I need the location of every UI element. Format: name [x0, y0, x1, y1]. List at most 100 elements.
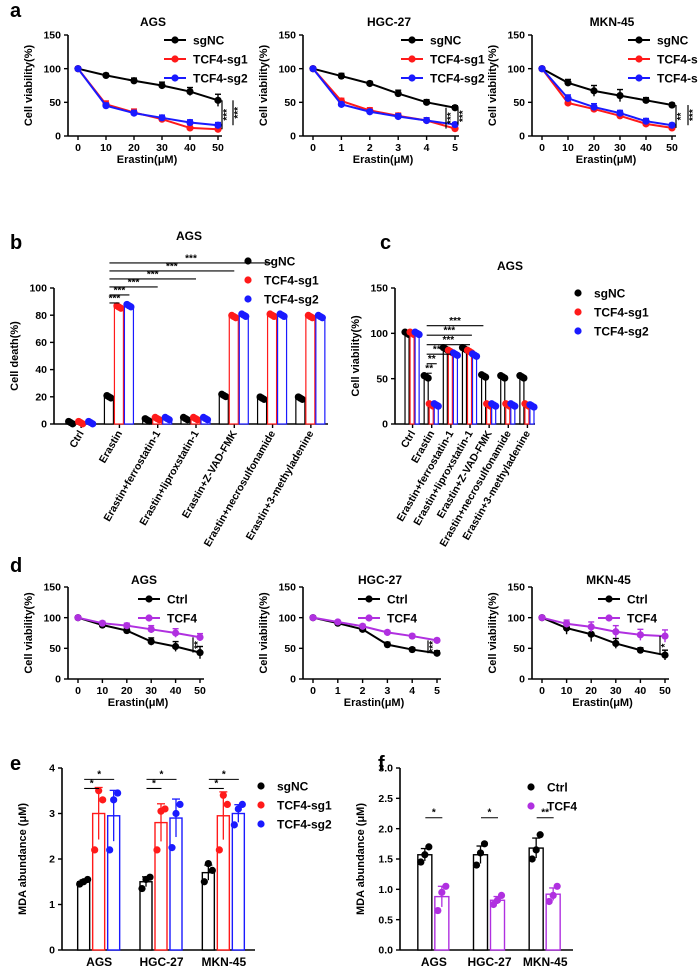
y-tick-label: 50: [49, 97, 61, 109]
x-tick-label: 20: [588, 142, 600, 154]
data-point: [564, 79, 572, 87]
data-point: [423, 98, 431, 106]
y-axis-label: Cell viability(%): [350, 315, 362, 397]
significance-label: ***: [442, 335, 454, 346]
y-tick-label: 150: [507, 582, 525, 594]
legend-label: TCF4: [387, 611, 417, 625]
panel-letter: b: [10, 232, 22, 254]
significance-label: *: [152, 778, 156, 789]
data-point: [158, 114, 166, 122]
data-point: [668, 121, 676, 129]
x-tick-label: 10: [100, 142, 112, 154]
bar-dot: [434, 402, 442, 410]
data-point: [590, 103, 598, 111]
y-tick-label: 100: [370, 328, 388, 340]
x-tick-label: 1: [335, 685, 341, 697]
bar: [276, 314, 288, 425]
legend-marker: [257, 801, 265, 809]
y-tick-label: 150: [43, 582, 61, 594]
y-tick-label: 0: [55, 131, 61, 143]
data-point: [472, 861, 481, 869]
bar-dot: [222, 393, 230, 401]
legend-label: Ctrl: [167, 592, 188, 606]
legend-marker: [605, 614, 613, 622]
data-point: [642, 96, 650, 104]
x-tick-label: 5: [452, 142, 458, 154]
chart-b: b AGS 0 20 40 60 80 100 Cell death(%) Ctrl Erastin…: [9, 229, 328, 549]
legend-label: TCF4-sg2: [193, 71, 248, 85]
y-axis-label: MDA abundance (μM): [17, 803, 29, 915]
legend-marker: [171, 55, 179, 63]
data-point: [337, 100, 345, 108]
y-tick-label: 1.5: [378, 854, 393, 866]
bar-dot: [193, 416, 202, 424]
data-point: [636, 646, 645, 654]
y-tick-label: 100: [43, 63, 61, 75]
y-tick-label: 3.0: [378, 763, 393, 775]
legend-label: sgNC: [430, 33, 462, 47]
series-line: [541, 68, 673, 129]
bar: [472, 854, 489, 951]
significance-label: ***: [428, 641, 439, 653]
panel-letter: f: [378, 753, 385, 775]
y-tick-label: 100: [29, 283, 47, 295]
category-label: Ctrl: [67, 428, 86, 450]
significance-label: ***: [222, 109, 233, 121]
y-tick-label: 50: [49, 643, 61, 655]
data-point: [158, 81, 166, 90]
data-point: [433, 649, 441, 657]
category-label: HGC-27: [139, 955, 183, 969]
x-axis-label: Erastin(μM): [353, 154, 414, 166]
bar-dot: [69, 420, 77, 428]
y-axis-label: Cell viability(%): [258, 45, 270, 127]
legend-marker: [365, 614, 373, 622]
significance-label: **: [425, 364, 433, 375]
data-point: [538, 614, 546, 622]
significance-label: *: [660, 644, 671, 648]
y-tick-label: 0.5: [378, 914, 393, 926]
series-line: [312, 67, 456, 109]
series-line: [77, 68, 219, 127]
bar-dot: [145, 417, 153, 425]
y-tick-label: 2.5: [378, 793, 393, 805]
legend-marker: [257, 820, 265, 828]
legend-label: Ctrl: [387, 592, 408, 606]
category-label: MKN-45: [201, 955, 246, 969]
bar-dot: [117, 304, 125, 312]
data-point: [138, 884, 146, 893]
x-tick-label: 3: [395, 142, 401, 154]
data-point: [493, 896, 502, 904]
x-tick-label: 3: [384, 685, 390, 697]
significance-label: ***: [443, 326, 455, 337]
bar: [519, 376, 525, 425]
y-axis-label: Cell viability(%): [23, 45, 35, 127]
x-tick-label: 40: [640, 142, 652, 154]
significance-label: *: [214, 778, 218, 789]
data-point: [587, 630, 595, 638]
data-point: [208, 866, 216, 874]
bar-dot: [79, 420, 87, 428]
legend-label: sgNC: [193, 33, 225, 47]
y-axis-label: Cell viability(%): [258, 592, 270, 674]
legend-label: TCF4-sg2: [594, 324, 649, 338]
legend-marker: [635, 74, 643, 82]
data-point: [214, 121, 222, 129]
bar-dot: [308, 314, 316, 322]
data-point: [186, 118, 194, 127]
series-line: [77, 67, 219, 102]
y-tick-label: 2: [49, 854, 55, 866]
legend-label: sgNC: [594, 286, 626, 300]
y-tick-label: 100: [278, 63, 296, 75]
significance-label: ***: [109, 293, 121, 304]
data-point: [408, 645, 416, 654]
data-point: [417, 858, 425, 866]
chart-title: AGS: [497, 259, 523, 273]
legend-marker: [574, 289, 582, 297]
bar: [409, 332, 415, 425]
bar: [76, 881, 91, 951]
data-point: [433, 636, 441, 644]
data-point: [359, 622, 367, 630]
x-tick-label: 0: [539, 142, 545, 154]
